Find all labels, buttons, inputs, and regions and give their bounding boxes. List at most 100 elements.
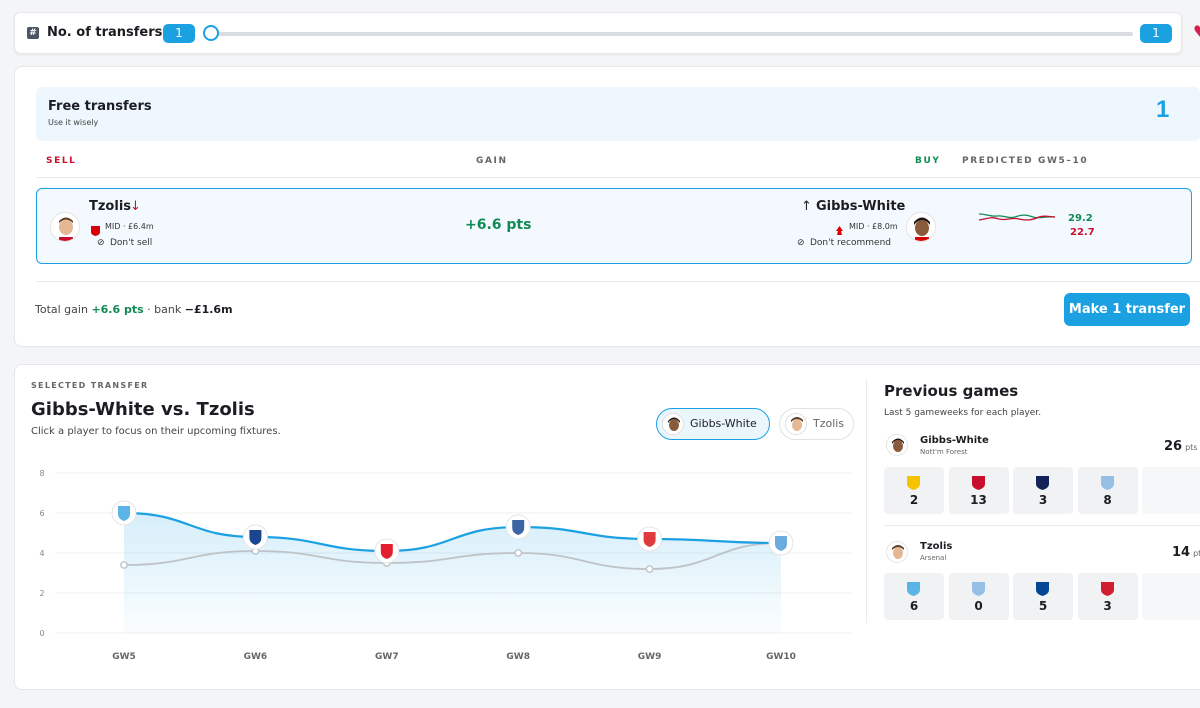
slider-title: No. of transfers xyxy=(47,25,163,40)
arsenal-crest-icon xyxy=(91,221,100,236)
tzolis-avatar xyxy=(886,541,908,563)
gibbs-white-avatar xyxy=(886,434,908,456)
buy-player-meta: MID · £8.0m xyxy=(849,222,898,231)
comparison-title: Gibbs-White vs. Tzolis xyxy=(31,399,255,420)
sell-player-note: Don't sell xyxy=(110,238,153,248)
previous-game-points: 5 xyxy=(1038,599,1048,613)
no-icon: ⊘ xyxy=(797,238,805,248)
x-tick-label: GW9 xyxy=(638,652,662,662)
total-mid: · bank xyxy=(147,303,182,316)
opponent-crest-icon xyxy=(512,520,525,535)
x-tick-label: GW7 xyxy=(375,652,399,662)
free-transfers-subtitle: Use it wisely xyxy=(48,118,99,127)
opponent-crest-icon xyxy=(643,532,656,547)
prev-player-name: Tzolis xyxy=(920,541,953,552)
gain-value: +6.6 pts xyxy=(465,217,532,233)
previous-game-box xyxy=(1142,573,1200,620)
opponent-crest-icon xyxy=(380,544,393,559)
gibbs-white-avatar xyxy=(906,212,936,242)
transfer-row[interactable]: Tzolis ↓ MID · £6.4m ⊘ Don't sell +6.6 p… xyxy=(36,188,1192,264)
previous-game-box: 5 xyxy=(1013,573,1073,620)
previous-game-box: 3 xyxy=(1077,573,1138,620)
series-line-gibbs-white xyxy=(123,511,782,553)
sell-player-name: Tzolis xyxy=(89,199,132,214)
divider xyxy=(36,177,1200,178)
previous-games-subtitle: Last 5 gameweeks for each player. xyxy=(884,408,1042,418)
make-transfer-button[interactable]: Make 1 transfer xyxy=(1064,293,1190,326)
x-tick-label: GW8 xyxy=(506,652,530,662)
points-chart: 0 2 4 6 8 GW5 GW6 GW7 GW8 GW9 GW10 xyxy=(39,469,851,662)
point-tzolis xyxy=(645,565,654,573)
previous-game-points: 0 xyxy=(974,599,983,613)
column-predicted: PREDICTED GW5–10 xyxy=(962,156,1089,166)
gibbs-white-avatar xyxy=(662,413,684,435)
comparison-subtitle: Click a player to focus on their upcomin… xyxy=(31,426,281,437)
total-prefix: Total gain xyxy=(35,303,88,316)
previous-game-box: 2 xyxy=(884,467,944,514)
opponent-crest-icon xyxy=(775,536,787,551)
point-tzolis xyxy=(514,549,523,557)
opponent-crest-icon xyxy=(1036,581,1049,596)
column-sell: SELL xyxy=(46,156,77,166)
edge-heart-icon: ♥ xyxy=(1193,22,1200,41)
slider-track[interactable] xyxy=(217,32,1133,36)
prev-player-total: 26 pts xyxy=(1164,439,1198,454)
arrow-up-icon: ↑ xyxy=(801,199,812,214)
previous-games-title: Previous games xyxy=(884,382,1019,400)
area-fill xyxy=(124,513,781,633)
y-tick-label: 2 xyxy=(39,589,44,598)
slider-max-value: 1 xyxy=(1140,24,1172,43)
toggle-tzolis[interactable]: Tzolis xyxy=(779,408,854,440)
free-transfers-count: 1 xyxy=(1156,96,1170,123)
toggle-gibbs-white[interactable]: Gibbs-White xyxy=(656,408,770,440)
previous-game-points: 13 xyxy=(970,493,987,507)
forest-crest-icon xyxy=(836,222,843,235)
previous-game-box: 8 xyxy=(1077,467,1138,514)
predicted-in-value: 29.2 xyxy=(1068,213,1093,224)
no-icon: ⊘ xyxy=(97,238,105,248)
prev-player-team: Nott'm Forest xyxy=(920,448,968,456)
divider xyxy=(884,525,1200,526)
x-tick-label: GW10 xyxy=(766,652,796,662)
previous-game-points: 6 xyxy=(909,599,919,613)
predicted-sparkline xyxy=(978,213,1056,221)
opponent-crest-icon xyxy=(907,581,920,596)
hash-icon: # xyxy=(27,27,39,39)
previous-game-box: 6 xyxy=(884,573,944,620)
y-tick-label: 6 xyxy=(39,509,44,518)
slider-handle[interactable] xyxy=(203,25,219,41)
tzolis-avatar xyxy=(50,212,80,242)
toggle-gibbs-white-label: Gibbs-White xyxy=(690,417,757,430)
previous-game-points: 3 xyxy=(1103,599,1112,613)
previous-game-box: 13 xyxy=(948,467,1009,514)
arrow-down-icon: ↓ xyxy=(130,199,141,214)
total-gain: +6.6 pts xyxy=(91,303,144,316)
prev-player-team: Arsenal xyxy=(920,554,947,562)
y-tick-label: 0 xyxy=(39,629,44,638)
free-transfers-box: Free transfers Use it wisely 1 xyxy=(36,87,1200,141)
selected-transfer-label: SELECTED TRANSFER xyxy=(31,381,149,390)
bank-value: −£1.6m xyxy=(184,303,233,316)
opponent-crest-icon xyxy=(1036,475,1049,490)
column-gain: GAIN xyxy=(476,156,508,166)
column-buy: BUY xyxy=(915,156,941,166)
tzolis-avatar xyxy=(785,413,807,435)
vertical-divider xyxy=(866,379,867,623)
previous-game-box: 0 xyxy=(948,573,1009,620)
prev-player-name: Gibbs-White xyxy=(920,435,989,446)
previous-game-points: 2 xyxy=(909,493,919,507)
opponent-crest-icon xyxy=(1100,475,1114,490)
opponent-crest-icon xyxy=(249,530,262,545)
free-transfers-title: Free transfers xyxy=(48,99,152,114)
opponent-crest-icon xyxy=(1100,581,1114,596)
slider-min-value: 1 xyxy=(163,24,195,43)
y-tick-label: 8 xyxy=(39,469,44,478)
transfer-card: Free transfers Use it wisely 1 SELL GAIN… xyxy=(14,66,1200,347)
prev-player-total: 14pts xyxy=(1172,545,1200,560)
sell-player-meta: MID · £6.4m xyxy=(105,222,154,231)
buy-player-name: Gibbs-White xyxy=(816,199,906,214)
y-tick-label: 4 xyxy=(39,549,44,558)
total-summary: Total gain +6.6 pts · bank −£1.6m xyxy=(35,303,233,316)
x-tick-label: GW5 xyxy=(112,652,136,662)
series-line-tzolis xyxy=(123,542,782,570)
